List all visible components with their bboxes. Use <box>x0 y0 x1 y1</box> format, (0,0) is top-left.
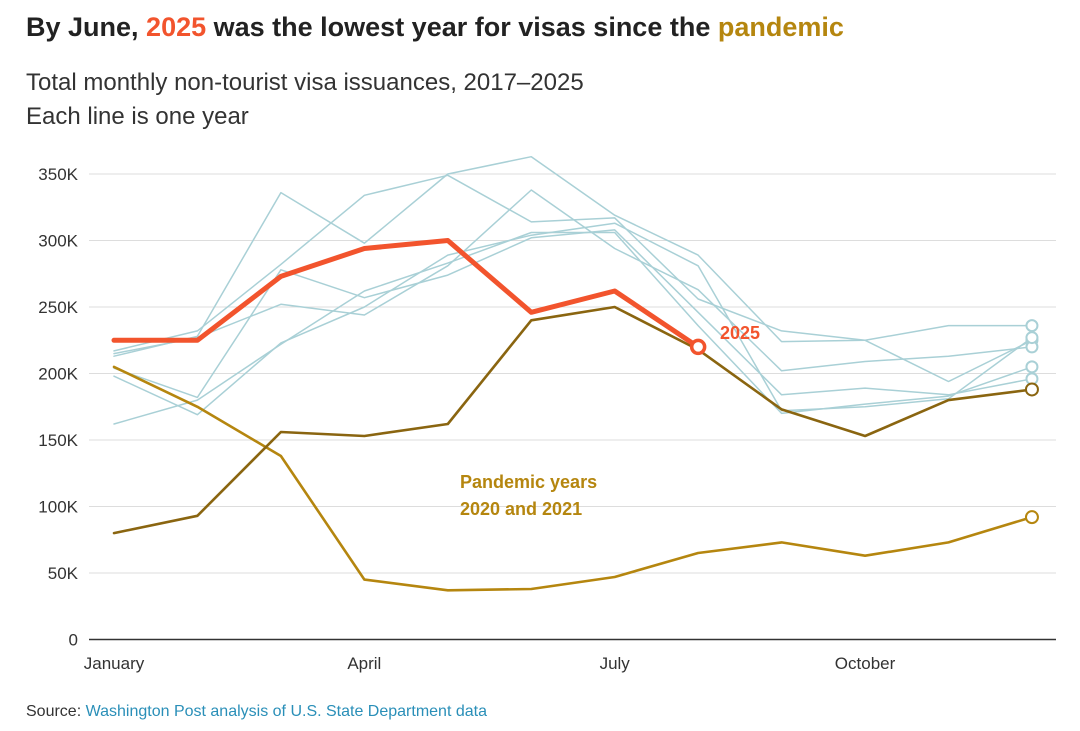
annotation-2025: 2025 <box>720 323 760 343</box>
source-note: Source: Washington Post analysis of U.S.… <box>26 703 487 721</box>
y-tick-label-50K: 50K <box>48 564 79 583</box>
end-marker-2018 <box>1025 319 1039 333</box>
source-link[interactable]: Washington Post analysis of U.S. State D… <box>85 703 487 720</box>
headline-part1: By June, <box>26 12 147 42</box>
line-chart: 0 50K 100K 150K 200K 250K 300K 350K January April… <box>38 155 1056 673</box>
y-tick-label-150K: 150K <box>38 431 78 450</box>
series-line-2023 <box>113 229 1033 399</box>
headline-highlight-2025: 2025 <box>146 12 207 42</box>
subtitle-line-2: Each line is one year <box>26 103 249 130</box>
y-tick-label-350K: 350K <box>38 165 78 184</box>
series-line-2018 <box>113 155 1033 357</box>
chart-headline: By June, 2025 was the lowest year for vi… <box>26 12 844 43</box>
series-line-2019 <box>113 189 1033 372</box>
series-line-2022 <box>113 231 1033 425</box>
series-line-2017 <box>113 174 1033 383</box>
chart-subtitle: Total monthly non-tourist visa issuances… <box>26 66 584 134</box>
annotation-pandemic-line-1: Pandemic years <box>460 472 597 492</box>
annotation-pandemic-line-2: 2020 and 2021 <box>460 499 582 519</box>
x-tick-label-july: July <box>600 654 631 673</box>
source-label: Source: <box>26 703 86 720</box>
y-tick-label-250K: 250K <box>38 298 78 317</box>
x-tick-label-october: October <box>835 654 896 673</box>
headline-part2: was the lowest year for visas since the <box>206 12 718 42</box>
end-marker-2022 <box>1025 360 1039 374</box>
end-marker-2025 <box>689 338 707 356</box>
headline-highlight-pandemic: pandemic <box>717 12 844 42</box>
y-tick-label-100K: 100K <box>38 498 78 517</box>
series-line-2024 <box>113 222 1033 416</box>
end-marker-2024 <box>1025 331 1039 345</box>
series-line-2025 <box>111 238 701 350</box>
end-marker-2020 <box>1024 510 1039 525</box>
end-marker-2021 <box>1024 382 1039 397</box>
y-tick-label-300K: 300K <box>38 232 78 251</box>
series-line-2021 <box>112 305 1034 535</box>
x-tick-label-april: April <box>347 654 381 673</box>
y-tick-label-200K: 200K <box>38 365 78 384</box>
x-tick-label-january: January <box>84 654 145 673</box>
subtitle-line-1: Total monthly non-tourist visa issuances… <box>26 69 584 96</box>
y-tick-label-0: 0 <box>69 631 78 650</box>
